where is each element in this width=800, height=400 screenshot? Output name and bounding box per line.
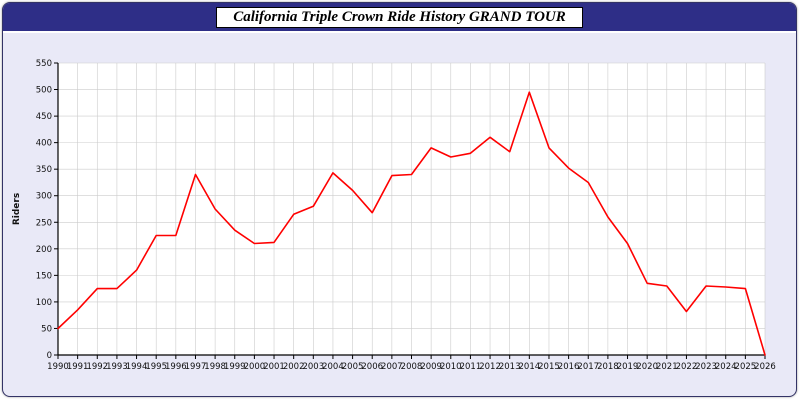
y-tick-label: 300 [36, 192, 52, 202]
x-tick-label: 1997 [185, 362, 207, 372]
x-tick-label: 2007 [381, 362, 403, 372]
x-tick-label: 2018 [597, 362, 619, 372]
x-tick-label: 1992 [86, 362, 108, 372]
x-tick-label: 2011 [460, 362, 482, 372]
x-tick-label: 2019 [617, 362, 639, 372]
x-tick-label: 1993 [106, 362, 128, 372]
title-bar: California Triple Crown Ride History GRA… [3, 3, 796, 33]
x-tick-label: 1994 [126, 362, 148, 372]
chart-panel: 0 50 100 150 200 250 300 350 400 450 500 550 1990 199… [3, 33, 796, 396]
x-tick-label: 2017 [577, 362, 599, 372]
x-tick-label: 2005 [342, 362, 364, 372]
x-tick-label: 2000 [244, 362, 266, 372]
y-tick-label: 450 [36, 112, 52, 122]
y-tick-label: 500 [36, 86, 52, 96]
y-tick-label: 100 [36, 298, 52, 308]
x-tick-label: 2012 [479, 362, 501, 372]
x-tick-label: 1991 [67, 362, 89, 372]
x-tick-label: 2015 [538, 362, 560, 372]
x-tick-label: 2022 [676, 362, 698, 372]
y-tick-label: 150 [36, 271, 52, 281]
x-tick-label: 2006 [361, 362, 383, 372]
x-tick-label: 2016 [558, 362, 580, 372]
x-tick-label: 2008 [401, 362, 423, 372]
y-tick-label: 0 [47, 351, 52, 361]
x-tick-label: 2001 [263, 362, 285, 372]
x-tick-label: 1995 [145, 362, 167, 372]
x-tick-label: 2014 [519, 362, 541, 372]
y-tick-label: 350 [36, 165, 52, 175]
page-title: California Triple Crown Ride History GRA… [216, 6, 583, 28]
y-axis-title: Riders [12, 193, 22, 225]
x-tick-label: 2013 [499, 362, 521, 372]
x-tick-label: 2021 [656, 362, 678, 372]
x-tick-label: 2003 [302, 362, 324, 372]
line-chart-svg: 0501001502002503003504004505005501990199… [12, 59, 776, 372]
x-tick-label: 2004 [322, 362, 344, 372]
x-tick-label: 2026 [754, 362, 776, 372]
x-tick-label: 1996 [165, 362, 187, 372]
x-tick-label: 1998 [204, 362, 226, 372]
x-tick-label: 2020 [636, 362, 658, 372]
y-tick-label: 400 [36, 139, 52, 149]
y-tick-label: 200 [36, 245, 52, 255]
x-tick-label: 2024 [715, 362, 737, 372]
y-tick-label: 550 [36, 59, 52, 69]
x-tick-label: 1999 [224, 362, 246, 372]
riders-line [57, 91, 766, 356]
x-tick-label: 2023 [695, 362, 717, 372]
x-tick-label: 1990 [47, 362, 69, 372]
x-tick-label: 2010 [440, 362, 462, 372]
x-tick-label: 2002 [283, 362, 305, 372]
y-tick-label: 50 [41, 324, 52, 334]
x-tick-label: 2009 [420, 362, 442, 372]
x-tick-label: 2025 [735, 362, 757, 372]
y-tick-label: 250 [36, 218, 52, 228]
